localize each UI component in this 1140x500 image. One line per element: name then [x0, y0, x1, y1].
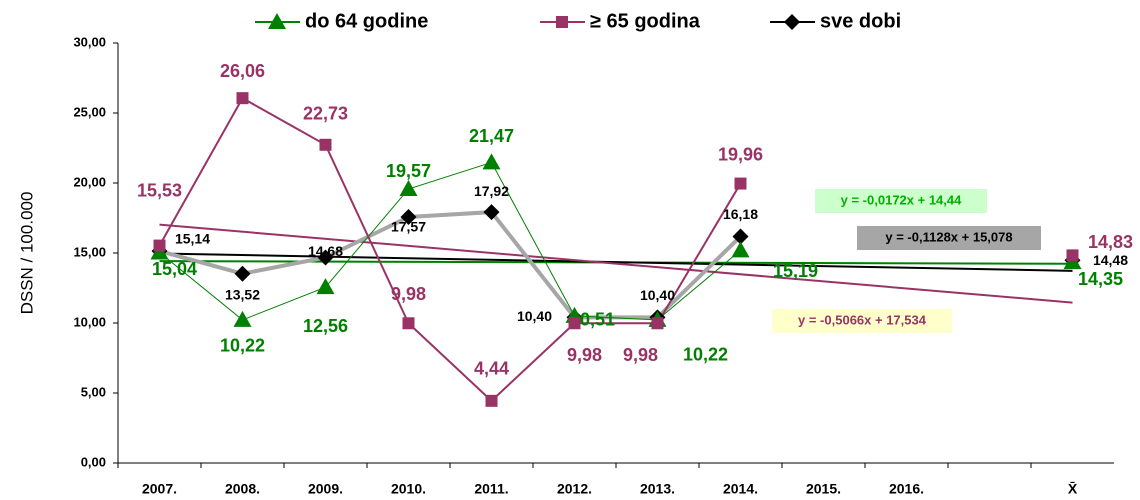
marker-diamond — [732, 228, 749, 245]
equation-box — [772, 309, 952, 333]
data-label: 12,56 — [303, 316, 348, 336]
x-tick-label: 2008. — [225, 481, 260, 497]
y-axis-label: DSSN / 100.000 — [17, 192, 36, 315]
y-tick-label: 5,00 — [81, 384, 106, 399]
marker-square — [319, 138, 332, 151]
data-label: 17,57 — [391, 219, 426, 235]
marker-diamond — [483, 204, 500, 221]
data-label: 14,68 — [308, 243, 343, 259]
x-tick-label: 2014. — [723, 481, 758, 497]
marker-triangle — [399, 180, 418, 197]
x-tick-label: 2011. — [474, 481, 508, 497]
y-tick-label: 10,00 — [73, 314, 106, 329]
data-label: 14,48 — [1093, 252, 1128, 268]
marker-square — [568, 317, 581, 330]
x-tick-label: X̄ — [1068, 480, 1078, 497]
x-tick-label: 2012. — [557, 481, 592, 497]
series-line — [158, 210, 742, 320]
marker-square — [402, 317, 415, 330]
data-label: 16,18 — [723, 206, 758, 222]
trendline-equation: y = -0,1128x + 15,078 — [885, 229, 1012, 244]
marker-triangle — [731, 241, 750, 258]
marker-square — [556, 16, 568, 28]
data-label: 26,06 — [220, 61, 265, 81]
y-tick-label: 20,00 — [73, 174, 106, 189]
data-label: 15,14 — [175, 231, 210, 247]
x-tick-label: 2013. — [640, 481, 675, 497]
legend-label: do 64 godine — [305, 10, 428, 32]
x-tick-label: 2015. — [806, 481, 841, 497]
data-label: 9,98 — [391, 284, 426, 304]
trendline — [159, 223, 1073, 304]
x-tick-label: 2016. — [889, 481, 924, 497]
trendline-equation: y = -0,5066x + 17,534 — [798, 312, 927, 327]
series-line — [159, 161, 741, 321]
data-label: 21,47 — [469, 126, 514, 146]
data-label: 15,53 — [137, 180, 182, 200]
marker-diamond — [400, 209, 417, 226]
data-label: 10,22 — [683, 345, 728, 365]
data-label: 14,83 — [1088, 232, 1133, 252]
marker-square — [153, 239, 166, 252]
data-label: 15,04 — [152, 259, 197, 279]
marker-triangle — [268, 13, 286, 29]
data-label: 9,98 — [567, 345, 602, 365]
marker-square — [651, 317, 664, 330]
data-label: 9,98 — [623, 345, 658, 365]
marker-square — [485, 394, 498, 407]
marker-triangle — [233, 310, 252, 327]
trendline-equation: y = -0,0172x + 14,44 — [841, 192, 962, 207]
data-label: 4,44 — [474, 359, 509, 379]
y-tick-label: 0,00 — [81, 454, 106, 469]
data-label: 10,51 — [570, 310, 615, 330]
y-tick-label: 30,00 — [73, 34, 106, 49]
data-label: 17,92 — [474, 183, 509, 199]
data-label: 19,96 — [718, 144, 763, 164]
x-tick-label: 2010. — [391, 481, 426, 497]
marker-diamond — [317, 249, 334, 266]
marker-diamond — [784, 14, 800, 30]
marker-square — [734, 177, 747, 190]
marker-triangle — [316, 278, 335, 295]
marker-square — [236, 92, 249, 105]
data-label: 10,40 — [517, 308, 552, 324]
series-line — [158, 96, 742, 403]
data-label: 10,40 — [640, 287, 675, 303]
y-tick-label: 25,00 — [73, 104, 106, 119]
x-tick-label: 2009. — [308, 481, 343, 497]
trendline — [159, 252, 1073, 272]
data-label: 10,22 — [220, 336, 265, 356]
x-tick-label: 2007. — [142, 481, 177, 497]
data-label: 22,73 — [303, 104, 348, 124]
marker-diamond — [234, 265, 251, 282]
marker-square — [1066, 249, 1079, 262]
data-label: 13,52 — [225, 286, 260, 302]
equation-box — [815, 189, 987, 213]
y-tick-label: 15,00 — [73, 244, 106, 259]
data-label: 14,35 — [1078, 269, 1123, 289]
marker-triangle — [482, 153, 501, 170]
data-label: 15,19 — [773, 261, 818, 281]
equation-box — [857, 226, 1041, 250]
data-label: 19,57 — [386, 161, 431, 181]
legend-label: ≥ 65 godina — [590, 10, 701, 32]
legend-label: sve dobi — [820, 10, 901, 32]
